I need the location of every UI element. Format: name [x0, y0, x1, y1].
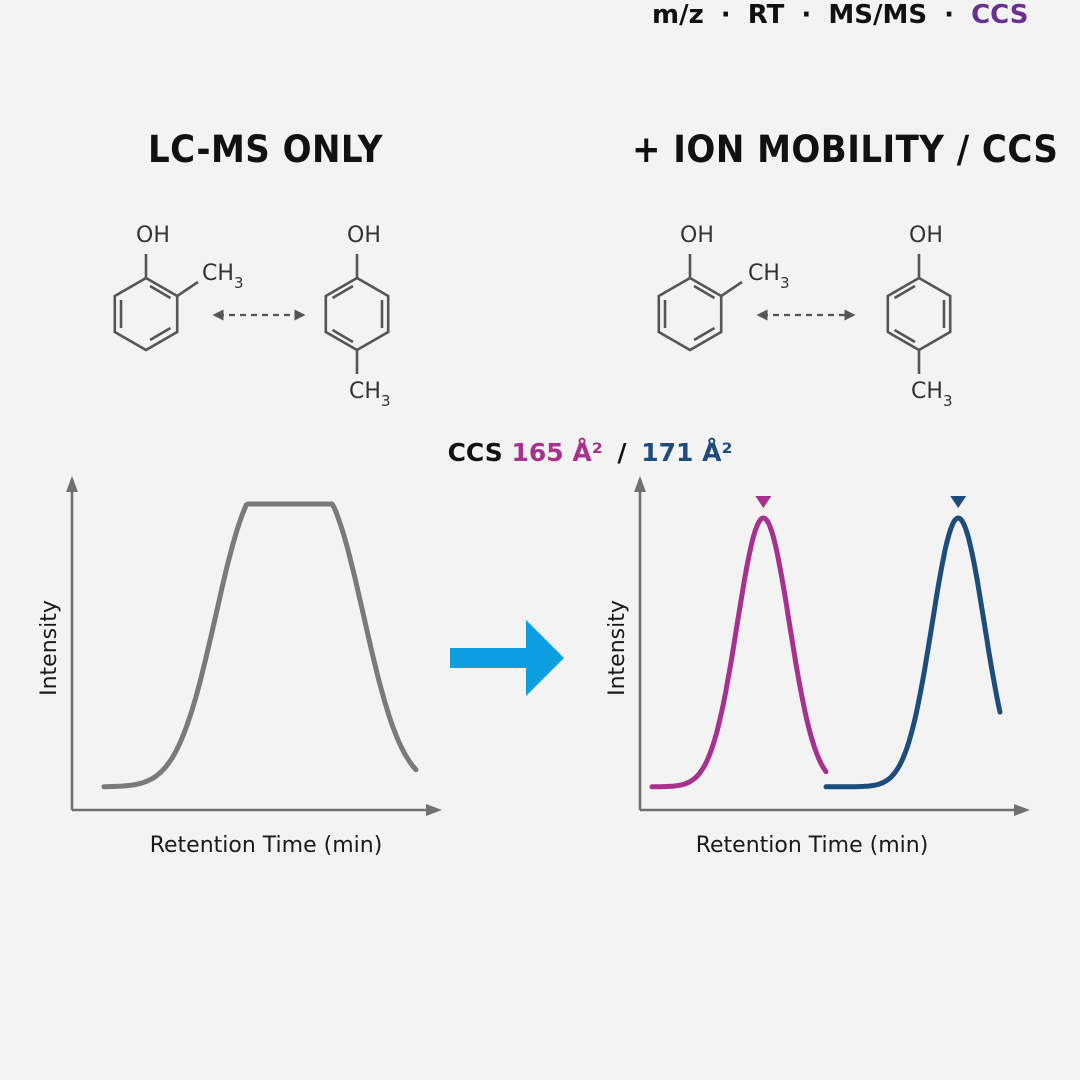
right-panel-title: + ION MOBILITY / CCS — [632, 128, 1059, 171]
right-y-axis-arrowhead — [634, 476, 646, 492]
para-hydroxyl-label: OH — [347, 223, 381, 248]
feature-msms: MS/MS — [828, 0, 928, 30]
ortho-methyl-label-right: CH — [748, 261, 780, 286]
isomer-1-peak-marker — [755, 496, 772, 508]
ccs-separator: / — [617, 438, 627, 467]
para-methyl-subscript-right: 3 — [943, 392, 953, 410]
left-y-axis-arrowhead — [66, 476, 78, 492]
left-panel-title: LC-MS ONLY — [148, 128, 383, 171]
ccs-annotation: CCS 165 Å² / 171 Å² — [0, 438, 1080, 467]
right-molecule-ortho-cresol: OH CH 3 — [657, 223, 790, 352]
para-methyl-label: CH — [349, 379, 381, 404]
feature-separator-3: · — [944, 0, 955, 30]
para-cresol-ring — [324, 254, 390, 374]
ortho-hydroxyl-label-right: OH — [680, 223, 714, 248]
ortho-methyl-label: CH — [202, 261, 234, 286]
ccs-value-isomer-1: 165 Å² — [511, 438, 603, 467]
left-molecule-para-cresol: OH CH 3 — [324, 223, 391, 410]
left-x-axis-arrowhead — [426, 804, 442, 816]
ccs-prefix: CCS — [447, 438, 503, 467]
right-molecule-para-cresol: OH CH 3 — [886, 223, 953, 410]
feature-separator-1: · — [720, 0, 731, 30]
transition-arrow — [450, 620, 564, 696]
left-molecule-ortho-cresol: OH CH 3 — [113, 223, 244, 352]
feature-separator-2: · — [801, 0, 812, 30]
ccs-value-isomer-2: 171 Å² — [641, 438, 733, 467]
feature-mz: m/z — [652, 0, 704, 30]
right-chart: Intensity Retention Time (min) — [605, 476, 1030, 858]
ortho-hydroxyl-label: OH — [136, 223, 170, 248]
ortho-methyl-subscript: 3 — [234, 274, 244, 292]
ortho-methyl-subscript-right: 3 — [780, 274, 790, 292]
isomer-2-peak-trace — [823, 515, 1003, 790]
feature-ccs: CCS — [971, 0, 1029, 30]
feature-rt: RT — [747, 0, 785, 30]
isomer-1-peak-trace — [649, 515, 829, 790]
right-y-axis-label: Intensity — [605, 600, 630, 696]
isomer-2-peak-marker — [950, 496, 967, 508]
left-chart: Intensity Retention Time (min) — [37, 476, 442, 858]
para-methyl-subscript: 3 — [381, 392, 391, 410]
feature-list: m/z · RT · MS/MS · CCS — [652, 0, 1028, 30]
left-unresolved-trace — [101, 501, 419, 790]
right-x-axis-label: Retention Time (min) — [696, 833, 929, 858]
para-cresol-ring-right — [886, 254, 952, 374]
para-hydroxyl-label-right: OH — [909, 223, 943, 248]
para-methyl-label-right: CH — [911, 379, 943, 404]
left-y-axis-label: Intensity — [37, 600, 62, 696]
ortho-cresol-ring — [113, 254, 199, 352]
ortho-cresol-ring-right — [657, 254, 743, 352]
left-x-axis-label: Retention Time (min) — [150, 833, 383, 858]
right-x-axis-arrowhead — [1014, 804, 1030, 816]
